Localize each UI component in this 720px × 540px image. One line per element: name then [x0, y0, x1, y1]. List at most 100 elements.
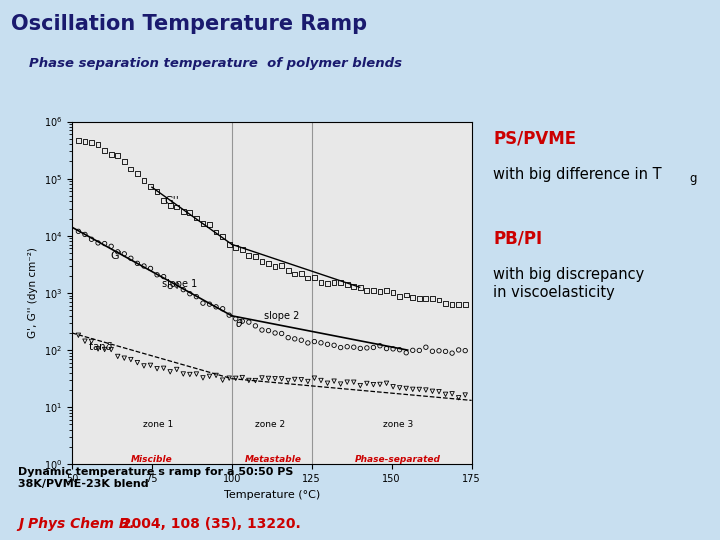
- Point: [125, 254, 137, 262]
- Point: [302, 339, 314, 347]
- Point: [276, 375, 287, 383]
- Point: [374, 380, 386, 389]
- Text: with big discrepancy
in viscoelasticity: with big discrepancy in viscoelasticity: [493, 267, 644, 300]
- Point: [171, 365, 182, 374]
- Point: [119, 354, 130, 362]
- Point: [178, 370, 189, 379]
- Point: [413, 346, 425, 355]
- Point: [453, 300, 464, 309]
- Point: [243, 376, 255, 385]
- Point: [289, 335, 300, 343]
- Point: [132, 169, 143, 178]
- Point: [394, 293, 405, 301]
- Point: [237, 317, 248, 326]
- Point: [132, 359, 143, 367]
- Point: [368, 286, 379, 295]
- Point: [250, 376, 261, 385]
- Point: [138, 177, 150, 185]
- Point: [243, 318, 255, 326]
- Point: [256, 257, 268, 266]
- Point: [361, 379, 373, 388]
- Text: Phase-separated: Phase-separated: [355, 455, 441, 463]
- Point: [427, 347, 438, 355]
- Point: [413, 385, 425, 394]
- Point: [86, 337, 97, 346]
- Point: [354, 344, 366, 353]
- Point: [309, 273, 320, 282]
- Point: [387, 345, 399, 353]
- Point: [237, 373, 248, 382]
- Point: [145, 183, 156, 191]
- Point: [433, 387, 445, 396]
- Point: [446, 300, 458, 308]
- Text: G'': G'': [165, 197, 179, 206]
- Point: [86, 138, 97, 147]
- Text: tan$\delta$: tan$\delta$: [88, 340, 113, 352]
- Point: [354, 284, 366, 292]
- Point: [282, 376, 294, 385]
- Point: [354, 381, 366, 390]
- Point: [105, 150, 117, 159]
- Point: [151, 271, 163, 279]
- Point: [132, 259, 143, 268]
- Point: [446, 389, 458, 398]
- Point: [73, 331, 84, 340]
- Point: [453, 346, 464, 354]
- Text: Oscillation Temperature Ramp: Oscillation Temperature Ramp: [11, 14, 367, 33]
- Point: [335, 279, 346, 287]
- Point: [138, 362, 150, 370]
- Text: Metastable: Metastable: [245, 455, 302, 463]
- Point: [446, 349, 458, 357]
- Point: [427, 294, 438, 303]
- Point: [459, 391, 471, 400]
- Point: [184, 289, 196, 298]
- Point: [269, 329, 281, 338]
- Point: [204, 300, 215, 308]
- Point: [407, 346, 418, 355]
- Point: [112, 151, 124, 159]
- Point: [295, 269, 307, 278]
- Point: [145, 361, 156, 370]
- Point: [191, 214, 202, 222]
- Point: [210, 302, 222, 311]
- Point: [381, 379, 392, 388]
- Point: [459, 300, 471, 309]
- Point: [420, 343, 431, 352]
- Point: [250, 252, 261, 261]
- Text: zone 3: zone 3: [383, 420, 413, 429]
- Point: [309, 338, 320, 346]
- Point: [79, 137, 91, 146]
- Point: [282, 333, 294, 342]
- Point: [276, 261, 287, 269]
- Point: [302, 377, 314, 386]
- Point: [178, 285, 189, 294]
- Point: [158, 196, 169, 205]
- Point: [230, 374, 241, 383]
- Point: [73, 137, 84, 145]
- Point: [197, 299, 209, 307]
- Point: [315, 278, 327, 287]
- Text: Miscible: Miscible: [131, 455, 173, 463]
- Text: G': G': [110, 251, 122, 261]
- Point: [171, 281, 182, 289]
- Point: [295, 375, 307, 384]
- Text: J Phys Chem B.: J Phys Chem B.: [18, 517, 135, 531]
- Point: [289, 270, 300, 279]
- Point: [164, 201, 176, 210]
- Point: [79, 337, 91, 346]
- Text: zone 1: zone 1: [143, 420, 174, 429]
- Point: [92, 345, 104, 353]
- Point: [105, 345, 117, 354]
- Point: [92, 140, 104, 149]
- X-axis label: Temperature (°C): Temperature (°C): [224, 490, 320, 500]
- Point: [341, 378, 353, 387]
- Text: $\theta$: $\theta$: [235, 317, 243, 329]
- Text: zone 2: zone 2: [255, 420, 285, 429]
- Point: [341, 342, 353, 351]
- Point: [223, 374, 235, 382]
- Text: Phase separation temperature  of polymer blends: Phase separation temperature of polymer …: [29, 57, 402, 70]
- Point: [191, 370, 202, 379]
- Point: [348, 282, 359, 291]
- Point: [184, 208, 196, 217]
- Point: [269, 374, 281, 383]
